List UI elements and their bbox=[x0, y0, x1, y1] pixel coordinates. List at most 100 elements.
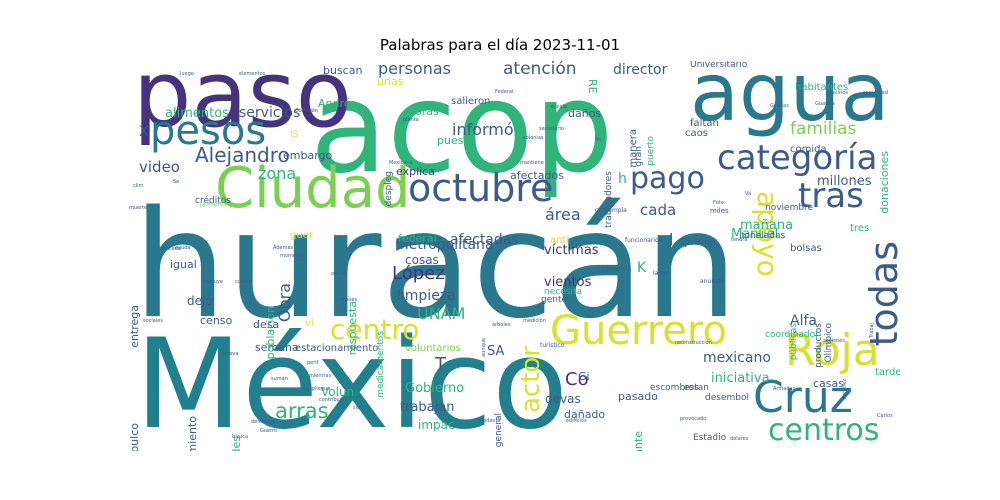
cloud-word: vecinos bbox=[829, 90, 849, 96]
cloud-word: IS bbox=[290, 130, 299, 140]
cloud-word: básica bbox=[232, 434, 249, 440]
cloud-word: faltan bbox=[690, 118, 719, 129]
cloud-word: comida bbox=[790, 144, 827, 155]
cloud-word: incluye bbox=[205, 279, 223, 285]
cloud-word: impac bbox=[418, 418, 455, 432]
cloud-word: puesto bbox=[437, 134, 475, 147]
cloud-word: alimentos bbox=[165, 106, 229, 121]
cloud-word: tendrá bbox=[731, 237, 748, 243]
cloud-word: Ciudad bbox=[215, 156, 411, 221]
cloud-word: estan bbox=[684, 383, 709, 393]
cloud-word: necesita bbox=[544, 287, 582, 297]
cloud-word: Guerro bbox=[260, 428, 278, 434]
cloud-word: primeros bbox=[200, 201, 227, 208]
cloud-word: importante bbox=[632, 431, 645, 451]
cloud-word: vi bbox=[305, 318, 314, 329]
cloud-word: desembol bbox=[705, 393, 749, 403]
cloud-word: seguridad bbox=[863, 90, 888, 96]
cloud-word: entrega bbox=[128, 305, 141, 348]
cloud-word: informó bbox=[452, 120, 514, 139]
cloud-word: clim bbox=[133, 183, 144, 189]
cloud-word: acop bbox=[310, 61, 614, 201]
cloud-word: Volun bbox=[321, 385, 355, 399]
cloud-word: Gi bbox=[578, 370, 590, 383]
cloud-word: K bbox=[637, 260, 647, 276]
cloud-word: trabajan bbox=[400, 400, 455, 415]
cloud-word: donaciones bbox=[878, 151, 891, 214]
cloud-word: T bbox=[435, 354, 446, 375]
cloud-word: López bbox=[392, 263, 445, 284]
cloud-word: cada bbox=[640, 201, 677, 219]
cloud-word: medición bbox=[523, 318, 546, 324]
cloud-word: RE bbox=[586, 79, 599, 94]
cloud-word: paso bbox=[133, 61, 352, 148]
cloud-word: caos bbox=[685, 128, 708, 139]
cloud-word: dólares bbox=[730, 436, 749, 442]
cloud-word: desa bbox=[253, 318, 280, 331]
cloud-word: Carlos bbox=[877, 413, 893, 419]
cloud-word: anti bbox=[550, 235, 570, 246]
cloud-word: contempla bbox=[595, 207, 627, 214]
cloud-word: tres bbox=[850, 223, 870, 234]
cloud-word: despleg bbox=[384, 171, 394, 207]
cloud-word: Comisión bbox=[295, 108, 319, 114]
cloud-word: J bbox=[669, 230, 674, 248]
cloud-word: UNAM bbox=[417, 304, 466, 323]
cloud-word: iniciativa bbox=[711, 371, 770, 386]
cloud-word: defensiva bbox=[251, 419, 276, 425]
chart-title: Palabras para el día 2023-11-01 bbox=[379, 36, 621, 54]
cloud-word: Ramírez bbox=[842, 379, 848, 400]
cloud-word: Guardia bbox=[815, 101, 835, 107]
cloud-word: árboles bbox=[492, 322, 511, 328]
cloud-word: Todavía bbox=[481, 418, 500, 424]
cloud-word: sido bbox=[353, 405, 364, 411]
cloud-word: miles bbox=[710, 207, 729, 215]
cloud-word: voluntarios bbox=[405, 343, 461, 354]
cloud-word: unas bbox=[377, 75, 404, 88]
cloud-word: millones bbox=[817, 174, 872, 189]
cloud-word: Mexicana bbox=[389, 160, 413, 166]
cloud-word: elementos bbox=[239, 71, 266, 77]
cloud-word: pasado bbox=[618, 390, 658, 403]
cloud-word: coordinador bbox=[765, 330, 819, 340]
cloud-word: Gobierno bbox=[405, 381, 465, 396]
cloud-word: enviado bbox=[161, 246, 181, 252]
cloud-word: Además bbox=[273, 245, 294, 251]
cloud-word: perif bbox=[307, 360, 319, 366]
cloud-word: México bbox=[135, 313, 568, 451]
cloud-word: labor bbox=[653, 270, 669, 277]
cloud-word: edificios bbox=[566, 418, 587, 424]
cloud-word: vientos bbox=[544, 275, 592, 290]
cloud-word: atención bbox=[503, 61, 577, 79]
cloud-word: limpieza bbox=[397, 288, 456, 304]
cloud-word: estacionamiento bbox=[295, 343, 379, 354]
cloud-word: mexicano bbox=[703, 350, 771, 366]
cloud-word: Co bbox=[565, 369, 589, 390]
cloud-word: habitantes bbox=[795, 82, 849, 93]
cloud-word: despliegue bbox=[303, 386, 331, 392]
cloud-word: Estadio bbox=[693, 433, 727, 443]
cloud-word: buscan bbox=[323, 64, 363, 77]
cloud-word: víctimas bbox=[544, 243, 599, 258]
cloud-word: respuesta bbox=[346, 301, 359, 356]
cloud-word: arras bbox=[275, 399, 329, 423]
cloud-word: embargo bbox=[283, 149, 333, 162]
cloud-word: Obra bbox=[275, 283, 294, 323]
cloud-word: mantiene bbox=[520, 160, 544, 166]
cloud-word: agua bbox=[690, 61, 890, 139]
cloud-word: dejó bbox=[187, 294, 213, 308]
cloud-word: categoría bbox=[717, 138, 878, 178]
cloud-word: explica bbox=[396, 165, 435, 178]
cloud-word: Manuel bbox=[731, 227, 779, 242]
cloud-word: devas bbox=[545, 392, 581, 406]
cloud-word: medicamentos bbox=[376, 331, 386, 398]
cloud-word: contribuir bbox=[319, 397, 344, 403]
cloud-word: gente bbox=[541, 295, 568, 305]
cloud-word: trabajadores bbox=[604, 171, 614, 228]
cloud-word: turístico bbox=[540, 342, 565, 349]
cloud-word: cosas bbox=[405, 253, 439, 267]
cloud-word: pesos bbox=[150, 108, 267, 154]
cloud-word: h bbox=[618, 171, 627, 187]
cloud-word: conferencia bbox=[596, 265, 632, 272]
cloud-word: Guerrero bbox=[550, 308, 727, 354]
